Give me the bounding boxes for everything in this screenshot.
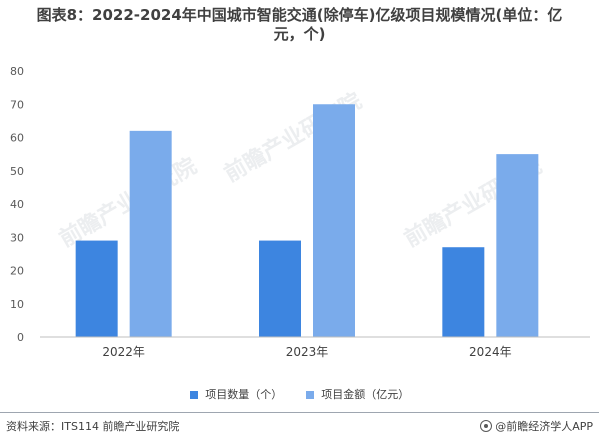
x-category-label: 2023年: [286, 345, 329, 359]
x-axis-categories: 2022年 2023年 2024年: [102, 345, 511, 359]
y-tick-label: 40: [10, 198, 24, 211]
bar-count: [442, 247, 485, 337]
legend-swatch-amount: [305, 391, 314, 399]
y-tick-label: 10: [10, 298, 24, 311]
y-tick-label: 0: [17, 331, 24, 344]
legend-item-count: 项目数量（个）: [189, 386, 283, 402]
brand-credit: @前瞻经济学人APP: [480, 418, 593, 434]
y-axis-ticks: 0 10 20 30 40 50 60 70 80: [10, 65, 24, 344]
chart-title-line-1: 图表8：2022-2024年中国城市智能交通(除停车)亿级项目规模情况(单位：亿: [36, 6, 563, 24]
y-tick-label: 60: [10, 132, 24, 145]
bar-amount: [313, 104, 355, 337]
y-tick-label: 80: [10, 65, 24, 78]
y-tick-label: 30: [10, 231, 24, 244]
y-tick-label: 50: [10, 165, 24, 178]
brand-credit-text: @前瞻经济学人APP: [495, 420, 593, 433]
footer-divider: [0, 412, 599, 413]
bar-count: [259, 240, 301, 337]
bar-amount: [129, 130, 172, 337]
legend-label-amount: 项目金额（亿元）: [321, 388, 410, 401]
legend-item-amount: 项目金额（亿元）: [305, 386, 410, 402]
bar-count: [75, 240, 118, 337]
chart-title-line-2: 元，个): [273, 25, 326, 43]
bars: [75, 104, 539, 337]
y-tick-label: 20: [10, 265, 24, 278]
legend-swatch-count: [189, 391, 198, 399]
x-category-label: 2024年: [469, 345, 512, 359]
brand-logo-icon: [480, 420, 493, 432]
x-category-label: 2022年: [102, 345, 145, 359]
legend-label-count: 项目数量（个）: [205, 388, 283, 401]
y-tick-label: 70: [10, 98, 24, 111]
source-note: 资料来源：ITS114 前瞻产业研究院: [6, 420, 180, 433]
legend: 项目数量（个） 项目金额（亿元）: [0, 386, 599, 402]
chart-title: 图表8：2022-2024年中国城市智能交通(除停车)亿级项目规模情况(单位：亿…: [0, 6, 599, 44]
bar-amount: [496, 154, 539, 337]
